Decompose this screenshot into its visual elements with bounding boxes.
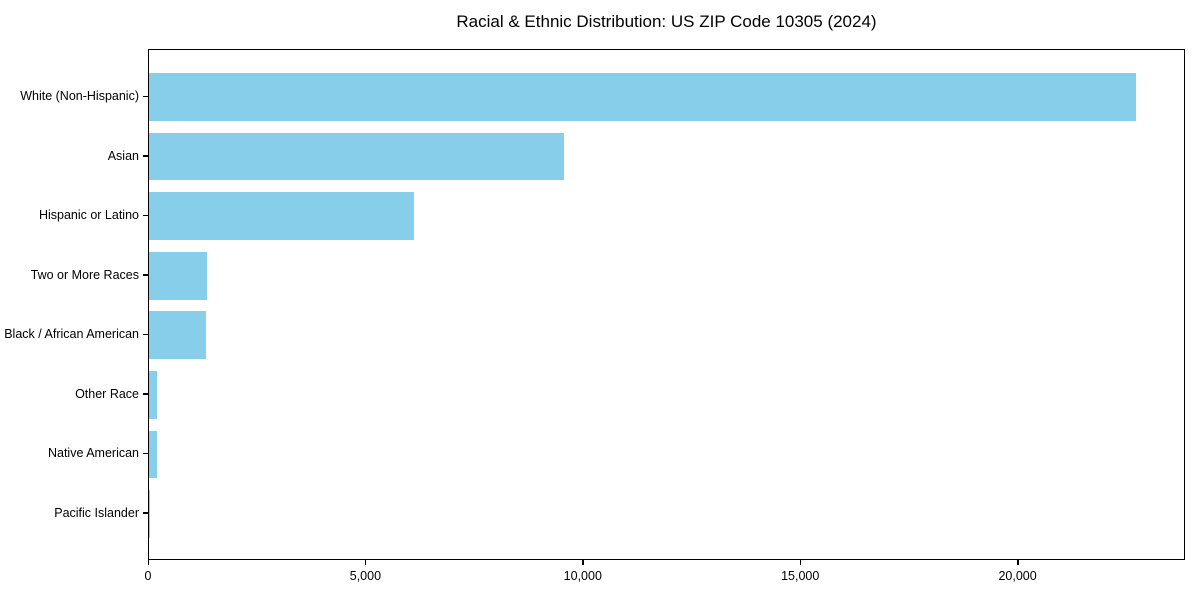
- y-tick-mark: [143, 95, 148, 98]
- y-tick-label: Black / African American: [4, 327, 139, 342]
- x-tick-mark: [1017, 560, 1019, 565]
- chart-title: Racial & Ethnic Distribution: US ZIP Cod…: [456, 12, 877, 31]
- y-tick-mark: [143, 155, 148, 157]
- x-tick-mark: [799, 560, 802, 565]
- y-tick-label: Pacific Islander: [54, 505, 139, 520]
- bar: [149, 311, 207, 360]
- y-tick-label: Two or More Races: [30, 267, 139, 282]
- bar: [149, 73, 1136, 121]
- y-tick-label: White (Non-Hispanic): [20, 89, 139, 104]
- y-tick-mark: [143, 214, 148, 217]
- y-tick-label: Hispanic or Latino: [38, 208, 139, 223]
- x-tick-mark: [582, 560, 584, 565]
- bar: [149, 251, 207, 300]
- y-tick-label: Asian: [107, 148, 139, 163]
- y-tick-mark: [143, 333, 148, 336]
- y-tick-label: Native American: [47, 446, 139, 461]
- bar: [149, 490, 150, 538]
- x-tick-label: 5,000: [349, 569, 382, 583]
- plot-area: [148, 49, 1185, 560]
- x-tick-mark: [147, 560, 149, 565]
- x-tick-label: 0: [144, 569, 152, 583]
- bar: [149, 371, 158, 419]
- bar: [149, 132, 564, 181]
- x-tick-mark: [364, 560, 367, 565]
- x-tick-label: 10,000: [563, 569, 602, 583]
- y-tick-label: Other Race: [75, 386, 139, 401]
- y-tick-mark: [143, 452, 148, 455]
- bar: [149, 192, 415, 240]
- bar: [149, 430, 157, 479]
- y-tick-mark: [143, 274, 148, 276]
- y-tick-mark: [143, 512, 148, 514]
- x-tick-label: 15,000: [781, 569, 820, 583]
- x-tick-label: 20,000: [998, 569, 1037, 583]
- y-tick-mark: [143, 393, 148, 395]
